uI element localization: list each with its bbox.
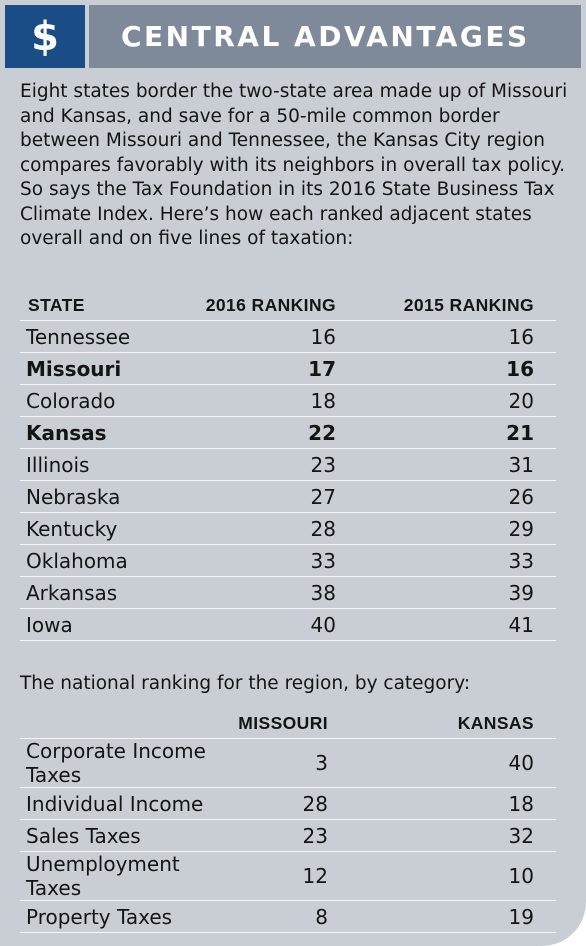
category-table: MISSOURI KANSAS Corporate Income Taxes 3 4… xyxy=(20,708,556,933)
table-row: Kentucky 28 29 xyxy=(20,512,556,545)
state-name: Nebraska xyxy=(20,480,196,513)
table-row: Tennessee 16 16 xyxy=(20,320,556,353)
ranking-2015: 41 xyxy=(358,608,556,641)
table-row: Individual Income 28 18 xyxy=(20,787,556,820)
ranking-2015: 20 xyxy=(358,384,556,417)
state-name: Oklahoma xyxy=(20,544,196,577)
kansas-rank: 18 xyxy=(350,787,556,820)
dollar-sign-icon: $ xyxy=(5,5,85,68)
column-header-2015: 2015 RANKING xyxy=(403,294,534,315)
missouri-rank: 8 xyxy=(238,900,350,933)
ranking-2016: 18 xyxy=(196,384,358,417)
table-row: Missouri 17 16 xyxy=(20,352,556,385)
column-header-kansas: KANSAS xyxy=(457,712,534,733)
category-table-body: Corporate Income Taxes 3 40 Individual Inco… xyxy=(20,738,556,933)
missouri-rank: 28 xyxy=(238,787,350,820)
kansas-rank: 10 xyxy=(350,851,556,901)
column-header-2016: 2016 RANKING xyxy=(205,294,336,315)
ranking-2016: 27 xyxy=(196,480,358,513)
column-header-missouri: MISSOURI xyxy=(238,712,328,733)
state-name: Kansas xyxy=(20,416,196,449)
ranking-2015: 26 xyxy=(358,480,556,513)
ranking-2016: 28 xyxy=(196,512,358,545)
table-row: Illinois 23 31 xyxy=(20,448,556,481)
table-row: Iowa 40 41 xyxy=(20,608,556,641)
state-name: Arkansas xyxy=(20,576,196,609)
ranking-table-body: Tennessee 16 16 Missouri 17 16 Colorado 18 20 Kan… xyxy=(20,320,556,641)
table-row: Property Taxes 8 19 xyxy=(20,900,556,933)
ranking-table: STATE 2016 RANKING 2015 RANKING Tennesse… xyxy=(20,290,556,641)
category-name: Corporate Income Taxes xyxy=(20,738,239,788)
state-name: Iowa xyxy=(20,608,196,641)
state-name: Kentucky xyxy=(20,512,196,545)
ranking-2016: 38 xyxy=(196,576,358,609)
ranking-2015: 16 xyxy=(358,352,556,385)
ranking-2015: 21 xyxy=(358,416,556,449)
table-row: Nebraska 27 26 xyxy=(20,480,556,513)
ranking-2015: 16 xyxy=(358,320,556,353)
kansas-rank: 40 xyxy=(350,738,556,788)
category-name: Individual Income xyxy=(20,787,239,820)
state-name: Tennessee xyxy=(20,320,196,353)
category-name: Property Taxes xyxy=(20,900,239,933)
ranking-2016: 33 xyxy=(196,544,358,577)
table-row: Arkansas 38 39 xyxy=(20,576,556,609)
table-header-row: MISSOURI KANSAS xyxy=(20,708,556,739)
card-header: $ CENTRAL ADVANTAGES xyxy=(0,0,586,70)
ranking-2015: 29 xyxy=(358,512,556,545)
ranking-2016: 16 xyxy=(196,320,358,353)
missouri-rank: 12 xyxy=(238,851,350,901)
ranking-2015: 33 xyxy=(358,544,556,577)
ranking-2016: 40 xyxy=(196,608,358,641)
column-header-category xyxy=(20,708,238,739)
state-name: Illinois xyxy=(20,448,196,481)
table-row: Unemployment Taxes 12 10 xyxy=(20,851,556,901)
ranking-2015: 31 xyxy=(358,448,556,481)
table-row: Kansas 22 21 xyxy=(20,416,556,449)
kansas-rank: 32 xyxy=(350,819,556,852)
category-note: The national ranking for the region, by … xyxy=(20,673,471,694)
table-row: Oklahoma 33 33 xyxy=(20,544,556,577)
table-row: Corporate Income Taxes 3 40 xyxy=(20,738,556,788)
category-name: Sales Taxes xyxy=(20,819,239,852)
category-name: Unemployment Taxes xyxy=(20,851,239,901)
intro-paragraph: Eight states border the two-state area m… xyxy=(20,81,568,249)
state-name: Colorado xyxy=(20,384,196,417)
card-title: CENTRAL ADVANTAGES xyxy=(89,5,581,68)
state-name: Missouri xyxy=(20,352,196,385)
column-header-state: STATE xyxy=(28,294,85,315)
table-row: Sales Taxes 23 32 xyxy=(20,819,556,852)
missouri-rank: 3 xyxy=(238,738,350,788)
kansas-rank: 19 xyxy=(350,900,556,933)
missouri-rank: 23 xyxy=(238,819,350,852)
table-header-row: STATE 2016 RANKING 2015 RANKING xyxy=(20,290,556,321)
ranking-2016: 17 xyxy=(196,352,358,385)
table-row: Colorado 18 20 xyxy=(20,384,556,417)
ranking-2016: 22 xyxy=(196,416,358,449)
ranking-2016: 23 xyxy=(196,448,358,481)
ranking-2015: 39 xyxy=(358,576,556,609)
